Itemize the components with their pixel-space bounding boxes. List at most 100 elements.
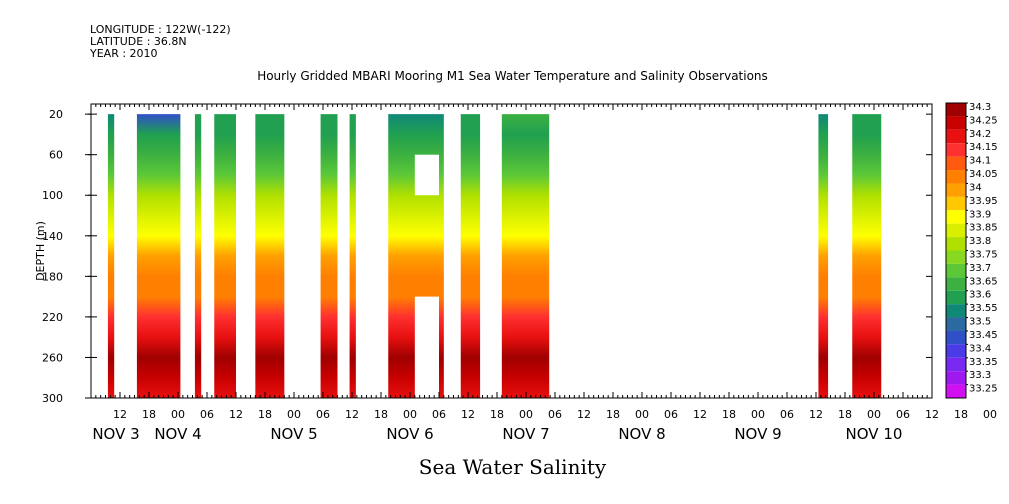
colorbar: 34.3 34.25 34.2 34.15 34.1 34.05 34 33.95 33.9 33… <box>945 102 998 399</box>
x-hour-tick-label: 18 <box>490 408 504 421</box>
colorbar-swatch <box>946 290 966 305</box>
y-tick-label: 100 <box>42 189 63 202</box>
x-hour-tick-label: 06 <box>548 408 562 421</box>
axes-layer: 12 18 00 06 12 18 00 06 12 18 00 06 12 18 00 06 12 18 00 06… <box>42 104 997 443</box>
colorbar-label: 33.25 <box>969 384 998 395</box>
y-axis-label: DEPTH (m) <box>34 221 47 281</box>
data-column <box>214 114 236 398</box>
x-hour-tick-label: 18 <box>142 408 156 421</box>
colorbar-swatch <box>946 170 966 184</box>
colorbar-swatch <box>946 304 966 318</box>
x-hour-tick-label: 12 <box>925 408 939 421</box>
colorbar-swatch <box>946 277 966 291</box>
data-column <box>136 114 181 398</box>
x-hour-tick-label: 00 <box>751 408 765 421</box>
colorbar-swatch <box>946 371 966 385</box>
x-day-label: NOV 9 <box>734 425 781 443</box>
colorbar-label: 34.2 <box>969 129 991 140</box>
x-hour-tick-label: 00 <box>519 408 533 421</box>
x-hour-tick-label: 12 <box>577 408 591 421</box>
latitude-label: LATITUDE : 36.8N <box>90 35 187 48</box>
x-hour-tick-label: 00 <box>867 408 881 421</box>
chart-title: Hourly Gridded MBARI Mooring M1 Sea Wate… <box>257 69 768 83</box>
y-tick-label: 180 <box>42 270 63 283</box>
colorbar-label: 33.8 <box>969 236 991 247</box>
colorbar-label: 33.35 <box>969 357 998 368</box>
x-day-label: NOV 4 <box>154 425 201 443</box>
data-column <box>320 114 338 398</box>
colorbar-label: 34.15 <box>969 142 998 153</box>
data-column <box>852 114 882 398</box>
colorbar-swatch <box>946 210 966 224</box>
colorbar-label: 33.5 <box>969 317 991 328</box>
x-hour-tick-label: 00 <box>635 408 649 421</box>
y-tick-label: 300 <box>42 392 63 405</box>
colorbar-swatch <box>946 116 966 130</box>
colorbar-label: 34 <box>969 182 982 193</box>
x-hour-tick-label: 06 <box>780 408 794 421</box>
colorbar-swatch <box>946 344 966 358</box>
x-day-label: NOV 10 <box>846 425 903 443</box>
x-day-label: NOV 7 <box>502 425 549 443</box>
y-tick-label: 20 <box>49 108 63 121</box>
year-label: YEAR : 2010 <box>90 47 158 60</box>
colorbar-frame <box>945 102 967 399</box>
data-column <box>818 114 829 398</box>
x-hour-tick-label: 06 <box>200 408 214 421</box>
x-day-label: NOV 3 <box>92 425 139 443</box>
chart-subtitle: Sea Water Salinity <box>418 455 607 479</box>
colorbar-swatch <box>946 143 966 157</box>
colorbar-swatch <box>946 263 966 278</box>
colorbar-swatch <box>946 384 966 398</box>
colorbar-swatch <box>946 196 966 211</box>
longitude-label: LONGITUDE : 122W(-122) <box>90 23 231 36</box>
x-hour-tick-label: 00 <box>287 408 301 421</box>
data-column <box>255 114 285 398</box>
x-hour-tick-label: 18 <box>606 408 620 421</box>
colorbar-label: 33.65 <box>969 276 998 287</box>
data-gap <box>414 154 439 196</box>
x-hour-tick-label: 12 <box>113 408 127 421</box>
y-tick-label: 260 <box>42 351 63 364</box>
x-hour-tick-label: 06 <box>316 408 330 421</box>
x-hour-tick-label: 06 <box>896 408 910 421</box>
colorbar-label: 33.75 <box>969 250 998 261</box>
colorbar-swatch <box>946 183 966 197</box>
data-column <box>194 114 202 398</box>
data-column <box>501 114 550 398</box>
colorbar-label: 33.9 <box>969 209 991 220</box>
x-hour-tick-label: 18 <box>374 408 388 421</box>
colorbar-label: 33.45 <box>969 330 998 341</box>
colorbar-swatch <box>946 223 966 238</box>
colorbar-swatch <box>946 330 966 345</box>
colorbar-label: 33.95 <box>969 196 998 207</box>
colorbar-label: 33.85 <box>969 223 998 234</box>
x-hour-tick-label: 18 <box>722 408 736 421</box>
x-hour-tick-label: 18 <box>838 408 852 421</box>
x-day-label: NOV 6 <box>386 425 433 443</box>
plot-data-layer <box>107 114 882 398</box>
x-day-label: NOV 8 <box>618 425 665 443</box>
colorbar-swatch <box>946 250 966 264</box>
y-tick-label: 60 <box>49 149 63 162</box>
colorbar-label: 33.6 <box>969 290 991 301</box>
x-hour-tick-label: 12 <box>809 408 823 421</box>
colorbar-swatch <box>946 237 966 251</box>
data-column <box>460 114 481 398</box>
x-hour-tick-label: 18 <box>258 408 272 421</box>
colorbar-swatch <box>946 317 966 331</box>
x-hour-tick-label: 00 <box>983 408 997 421</box>
y-tick-label: 220 <box>42 311 63 324</box>
x-hour-tick-label: 06 <box>432 408 446 421</box>
colorbar-label: 34.1 <box>969 156 991 167</box>
colorbar-label: 33.4 <box>969 343 991 354</box>
colorbar-label: 34.05 <box>969 169 998 180</box>
x-hour-tick-label: 00 <box>171 408 185 421</box>
data-column <box>349 114 356 398</box>
x-hour-tick-label: 12 <box>229 408 243 421</box>
colorbar-swatch <box>946 103 966 117</box>
data-column <box>107 114 115 398</box>
colorbar-swatch <box>946 129 966 144</box>
colorbar-label: 33.7 <box>969 263 991 274</box>
